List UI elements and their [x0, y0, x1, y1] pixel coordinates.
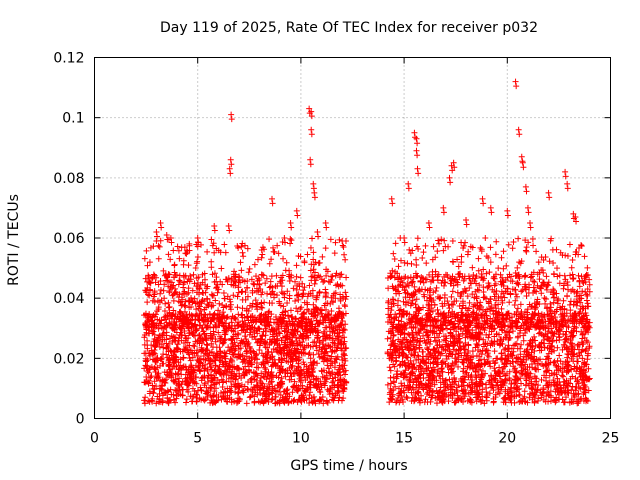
- x-tick-label: 5: [193, 431, 202, 447]
- x-axis-ticks: 0 5 10 15 20 25: [90, 57, 620, 447]
- x-tick-label: 20: [498, 431, 516, 447]
- scatter-points: [141, 78, 593, 407]
- y-tick-label: 0.08: [53, 171, 84, 187]
- x-tick-label: 0: [90, 431, 99, 447]
- y-tick-label: 0.06: [53, 231, 84, 247]
- chart-title: Day 119 of 2025, Rate Of TEC Index for r…: [160, 20, 538, 36]
- y-tick-label: 0.1: [62, 111, 84, 127]
- x-tick-label: 25: [602, 431, 620, 447]
- data-points: [141, 78, 593, 407]
- y-axis-label: ROTI / TECUs: [6, 194, 22, 286]
- y-tick-label: 0: [76, 412, 85, 428]
- x-axis-label: GPS time / hours: [290, 458, 407, 474]
- x-tick-label: 15: [395, 431, 413, 447]
- x-tick-label: 10: [292, 431, 310, 447]
- y-axis-ticks: 0 0.02 0.04 0.06 0.08 0.1 0.12: [53, 51, 611, 428]
- y-tick-label: 0.02: [53, 351, 84, 367]
- y-tick-label: 0.04: [53, 291, 84, 307]
- y-tick-label: 0.12: [53, 51, 84, 67]
